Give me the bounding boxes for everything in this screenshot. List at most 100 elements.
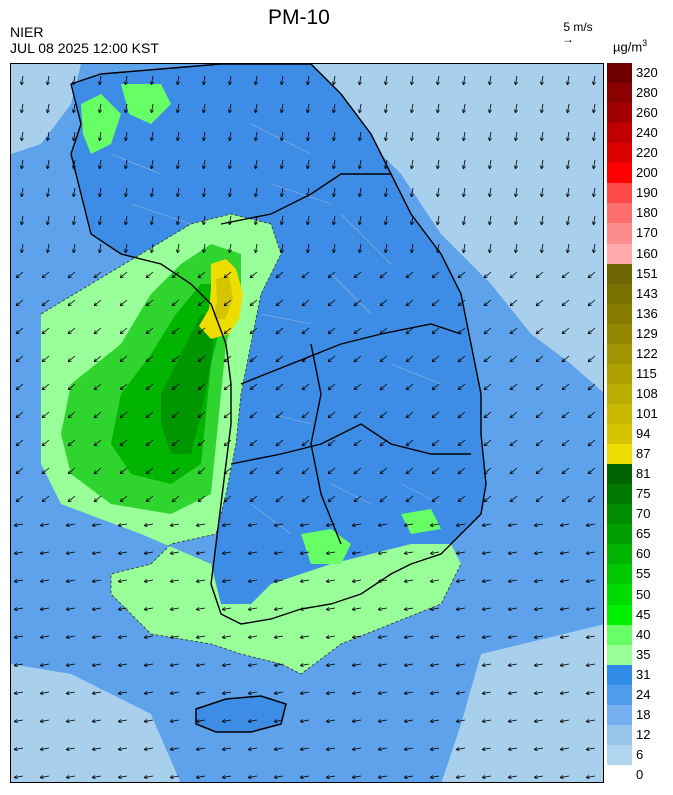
wind-arrow	[255, 187, 258, 197]
wind-arrow-head	[302, 276, 306, 279]
wind-arrow-head	[169, 691, 174, 694]
wind-arrow	[274, 663, 284, 666]
wind-arrow-head	[487, 165, 490, 169]
wind-arrow	[560, 635, 570, 638]
wind-arrow-head	[307, 221, 310, 226]
wind-arrow	[404, 523, 414, 526]
wind-arrow	[144, 523, 154, 526]
wind-arrow-head	[91, 719, 96, 722]
wind-arrow	[561, 439, 570, 447]
wind-arrow-head	[47, 81, 50, 86]
wind-arrow	[587, 327, 596, 335]
wind-arrow-head	[227, 137, 230, 141]
unit-exponent: 3	[642, 38, 648, 48]
wind-arrow-head	[224, 500, 228, 503]
wind-arrow-head	[39, 719, 44, 722]
wind-arrow-head	[305, 193, 308, 197]
wind-arrow	[353, 467, 362, 475]
wind-arrow-head	[47, 249, 50, 254]
wind-arrow-head	[587, 274, 590, 278]
wind-arrow-head	[508, 609, 512, 612]
wind-arrow-head	[586, 609, 590, 612]
wind-arrow-head	[255, 109, 258, 114]
wind-arrow	[274, 551, 284, 554]
wind-arrow-head	[378, 553, 382, 556]
colorbar-label: 45	[636, 606, 651, 622]
wind-arrow-head	[120, 304, 124, 307]
wind-arrow	[144, 663, 154, 666]
wind-arrow-head	[120, 444, 124, 447]
wind-arrow-head	[481, 747, 486, 750]
wind-arrow-head	[429, 523, 434, 526]
wind-arrow	[93, 299, 102, 307]
colorbar-label: 24	[636, 686, 651, 702]
wind-arrow-head	[39, 579, 44, 582]
wind-arrow-head	[93, 358, 96, 362]
wind-arrow	[229, 131, 232, 141]
wind-arrow	[385, 243, 388, 253]
wind-arrow-head	[378, 665, 382, 668]
wind-arrow-head	[463, 137, 466, 142]
wind-arrow-head	[250, 360, 254, 363]
wind-arrow	[593, 75, 596, 85]
wind-arrow	[197, 327, 206, 335]
wind-arrow-head	[539, 81, 542, 85]
wind-arrow-head	[404, 609, 408, 612]
wind-arrow-head	[510, 304, 514, 307]
wind-arrow-head	[587, 358, 590, 362]
wind-arrow-head	[196, 525, 200, 528]
wind-arrow	[67, 271, 76, 279]
wind-arrow	[275, 411, 284, 419]
wind-arrow-head	[68, 388, 72, 391]
wind-arrow-head	[67, 358, 70, 362]
wind-arrow-head	[15, 274, 18, 278]
wind-arrow-head	[586, 525, 590, 528]
wind-arrow-head	[144, 581, 148, 584]
wind-arrow-head	[510, 276, 514, 279]
wind-arrow-head	[119, 442, 122, 446]
wind-arrow-head	[91, 579, 96, 582]
wind-arrow	[197, 355, 206, 363]
wind-arrow	[222, 579, 232, 582]
wind-arrow-head	[93, 386, 96, 390]
wind-arrow	[300, 775, 310, 778]
wind-arrow	[587, 439, 596, 447]
wind-arrow-head	[587, 414, 590, 418]
wind-arrow	[73, 131, 76, 141]
wind-arrow	[560, 775, 570, 778]
wind-arrow-head	[515, 165, 518, 170]
wind-arrow	[489, 215, 492, 225]
wind-arrow-head	[352, 525, 356, 528]
wind-arrow-head	[92, 609, 96, 612]
wind-arrow-head	[92, 553, 96, 556]
wind-arrow	[248, 579, 258, 582]
wind-arrow	[515, 159, 518, 169]
wind-arrow-head	[273, 691, 278, 694]
wind-arrow-head	[274, 693, 278, 696]
wind-arrow-head	[223, 414, 226, 418]
wind-arrow	[67, 299, 76, 307]
wind-arrow	[125, 187, 128, 197]
wind-arrow-head	[149, 165, 152, 169]
wind-arrow-head	[534, 553, 538, 556]
wind-arrow-head	[253, 193, 256, 197]
wind-arrow-head	[117, 551, 122, 554]
wind-arrow	[73, 159, 76, 169]
wind-arrow-head	[487, 249, 490, 253]
wind-arrow-head	[593, 165, 596, 170]
wind-arrow-head	[15, 386, 18, 390]
wind-arrow-head	[39, 523, 44, 526]
wind-arrow	[66, 663, 76, 666]
wind-arrow	[483, 495, 492, 503]
wind-arrow	[197, 299, 206, 307]
wind-arrow-head	[117, 775, 122, 778]
wind-arrow-head	[91, 635, 96, 638]
wind-arrow-head	[65, 747, 70, 750]
wind-arrow	[385, 131, 388, 141]
wind-arrow	[567, 159, 570, 169]
wind-arrow-head	[326, 581, 330, 584]
wind-arrow-head	[507, 523, 512, 526]
wind-arrow	[15, 299, 24, 307]
wind-arrow-head	[588, 472, 592, 475]
wind-arrow	[145, 271, 154, 279]
